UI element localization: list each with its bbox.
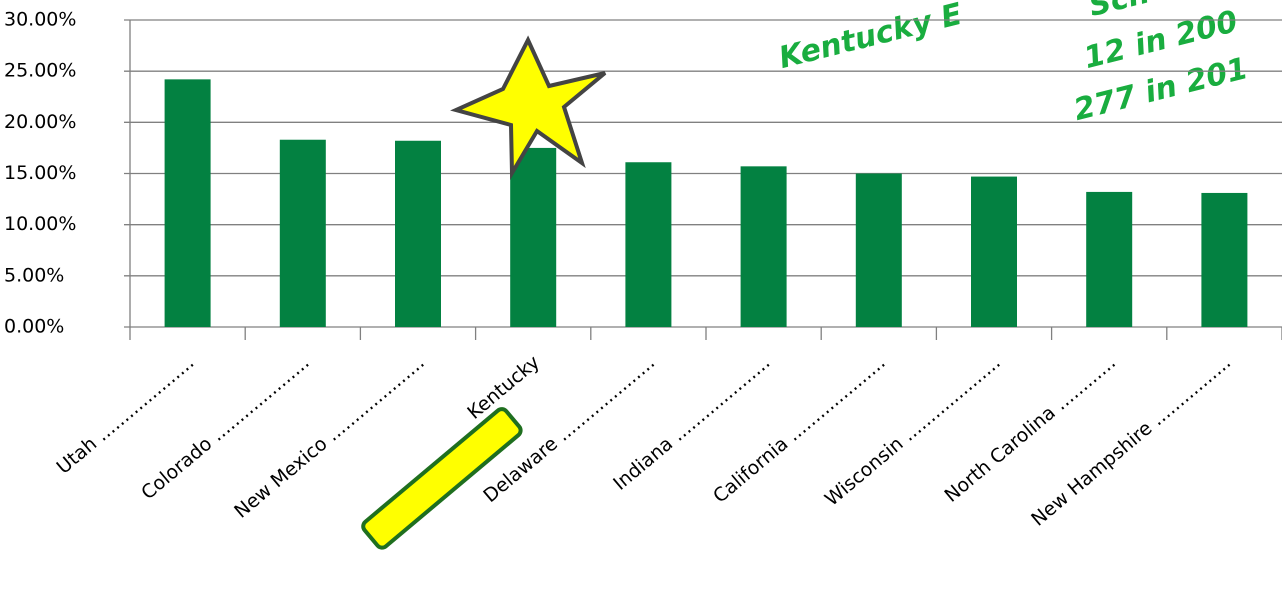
plot-area: 0.00% 5.00% 10.00% 15.00% 20.00% 25.00% 30.00% (4, 9, 1282, 340)
bar (510, 147, 557, 327)
bar (395, 140, 441, 327)
label-group: Utah ....................Colorado ......… (53, 351, 1236, 530)
bar (1086, 191, 1133, 327)
annotation: Kentucky E (776, 0, 967, 76)
y-tick-label: 20.00% (4, 111, 76, 133)
highlight-box (361, 407, 523, 550)
bar (740, 166, 787, 327)
bar (164, 79, 211, 327)
bar (625, 162, 672, 327)
bar (855, 173, 902, 327)
annotation-group: Kentucky E Sch 12 in 200 277 in 201 (776, 0, 1252, 128)
y-tick-label: 25.00% (4, 60, 76, 82)
star-icon (450, 35, 607, 181)
y-tick-label: 30.00% (4, 9, 76, 31)
x-tick-label: New Hampshire ................ (1027, 351, 1235, 530)
bar (1201, 192, 1248, 327)
y-tick-label: 5.00% (4, 264, 64, 286)
y-tick-label: 15.00% (4, 162, 76, 184)
bar (971, 176, 1017, 327)
y-tick-label: 0.00% (4, 316, 64, 338)
bar (279, 139, 326, 327)
y-tick-label: 10.00% (4, 213, 76, 235)
